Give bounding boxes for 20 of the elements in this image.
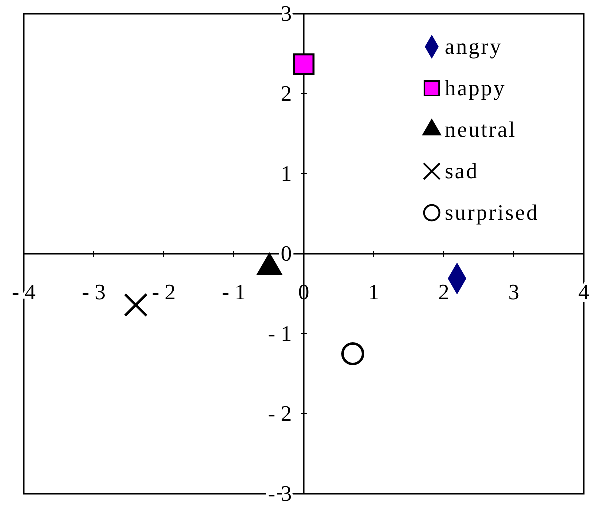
y-tick-label: 2: [281, 81, 292, 106]
x-tick-label: - 2: [152, 280, 176, 305]
legend-label: neutral: [445, 117, 517, 142]
y-tick-label: - 1: [268, 321, 292, 346]
point: [124, 293, 148, 318]
x-tick-label: 2: [438, 280, 450, 305]
x-tick-label: 3: [508, 280, 520, 305]
x-tick-label: 1: [368, 280, 380, 305]
y-tick-label: 1: [281, 161, 292, 186]
y-tick-label: - 2: [268, 401, 292, 426]
x-tick-label: - 1: [222, 280, 246, 305]
legend-label: angry: [445, 34, 503, 59]
legend-label: happy: [445, 76, 506, 100]
legend-label: sad: [445, 158, 479, 184]
y-tick-label: 0: [281, 241, 292, 266]
point: [293, 54, 315, 76]
legend-label: surprised: [445, 200, 540, 225]
x-tick-label: - 4: [12, 280, 36, 305]
x-tick-label: - 3: [82, 280, 106, 305]
point: [342, 342, 364, 366]
